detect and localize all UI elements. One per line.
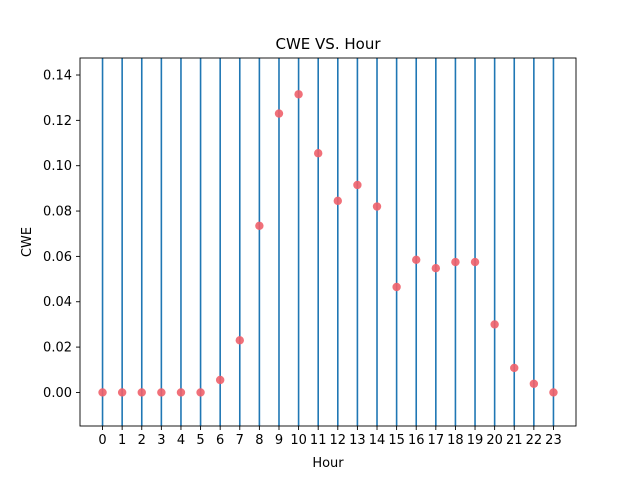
data-point xyxy=(98,388,107,397)
data-point xyxy=(176,388,186,397)
x-axis-title: Hour xyxy=(312,456,344,471)
x-tick-label: 11 xyxy=(310,433,327,448)
x-tick-label: 16 xyxy=(408,433,425,448)
data-point xyxy=(255,221,264,230)
x-axis-ticks: 0 1 2 3 4 5 6 7 8 9 10 11 12 13 14 15 16 17 18 19 20 21 22 23 xyxy=(98,426,562,448)
data-point xyxy=(490,320,499,329)
x-tick-label: 10 xyxy=(290,433,307,448)
x-tick-label: 6 xyxy=(216,433,224,448)
y-tick-label: 0.12 xyxy=(43,114,72,129)
data-point xyxy=(137,388,146,397)
x-tick-label: 20 xyxy=(486,433,503,448)
y-axis-ticks: 0.00 0.02 0.04 0.06 0.08 0.10 0.12 0.14 xyxy=(43,69,80,401)
x-tick-label: 18 xyxy=(447,433,464,448)
data-point xyxy=(333,196,343,206)
x-tick-label: 2 xyxy=(138,433,146,448)
x-tick-label: 7 xyxy=(236,433,244,448)
y-tick-label: 0.00 xyxy=(43,386,72,401)
chart-title: CWE VS. Hour xyxy=(276,35,382,53)
data-points xyxy=(98,90,558,397)
y-tick-label: 0.06 xyxy=(43,250,72,265)
x-tick-label: 23 xyxy=(545,433,562,448)
y-tick-label: 0.04 xyxy=(43,295,72,310)
data-point xyxy=(372,202,382,211)
data-point xyxy=(549,388,558,397)
x-tick-label: 8 xyxy=(255,433,263,448)
x-tick-label: 9 xyxy=(275,433,283,448)
data-point xyxy=(392,282,401,292)
data-point xyxy=(451,257,460,267)
data-point xyxy=(294,90,303,99)
y-tick-label: 0.02 xyxy=(43,341,72,356)
data-point xyxy=(353,180,362,190)
data-point xyxy=(215,375,225,385)
data-point xyxy=(235,336,244,345)
y-tick-label: 0.08 xyxy=(43,205,72,220)
data-point xyxy=(157,388,166,397)
x-tick-label: 1 xyxy=(118,433,126,448)
data-point xyxy=(313,149,323,158)
x-tick-label: 12 xyxy=(330,433,347,448)
y-axis-title: CWE xyxy=(20,227,35,257)
x-tick-label: 3 xyxy=(157,433,165,448)
data-point xyxy=(470,257,480,267)
y-tick-label: 0.14 xyxy=(43,69,72,84)
x-tick-label: 19 xyxy=(467,433,484,448)
data-point xyxy=(412,255,421,264)
y-tick-label: 0.10 xyxy=(43,159,72,174)
data-point xyxy=(510,363,519,373)
x-tick-label: 0 xyxy=(98,433,106,448)
data-point xyxy=(274,109,284,118)
x-tick-label: 5 xyxy=(196,433,204,448)
data-point xyxy=(529,379,539,389)
x-tick-label: 21 xyxy=(506,433,523,448)
x-tick-label: 22 xyxy=(526,433,543,448)
plot-frame xyxy=(79,57,577,427)
data-point xyxy=(431,263,441,273)
data-point xyxy=(117,388,127,397)
x-tick-label: 13 xyxy=(349,433,366,448)
x-tick-label: 15 xyxy=(388,433,405,448)
x-tick-label: 14 xyxy=(369,433,386,448)
x-tick-label: 17 xyxy=(428,433,445,448)
x-tick-label: 4 xyxy=(177,433,185,448)
data-point xyxy=(196,388,205,397)
